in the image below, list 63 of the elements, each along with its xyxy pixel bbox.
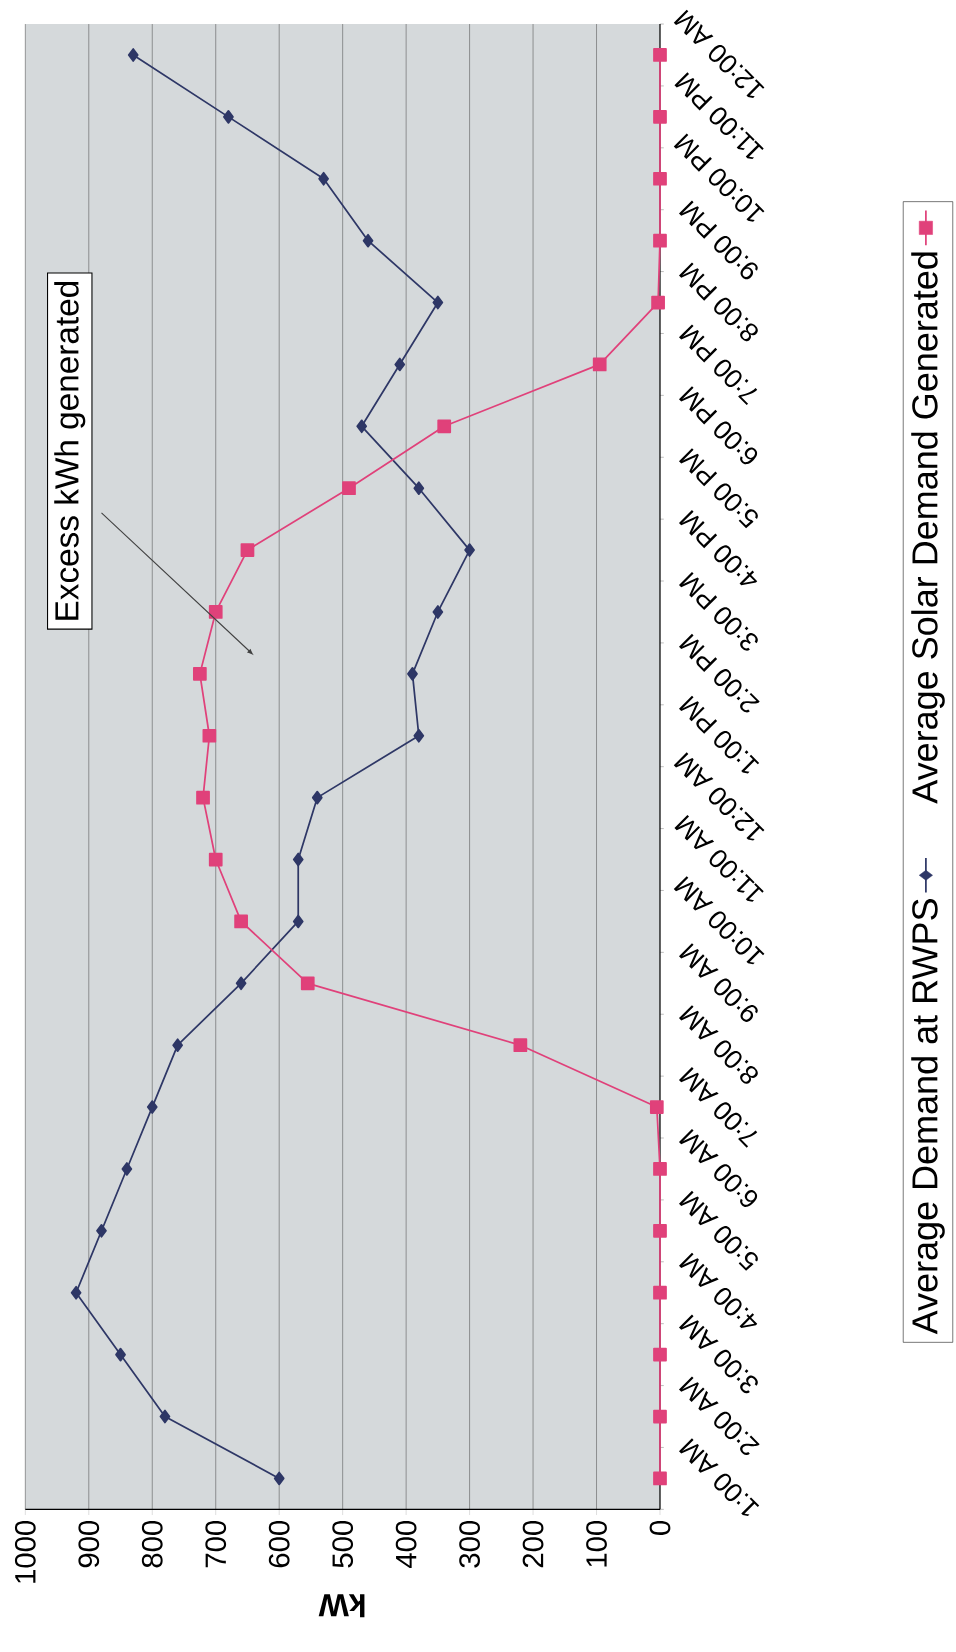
point <box>159 1409 171 1424</box>
point <box>413 481 425 496</box>
point <box>240 543 255 557</box>
x-tick-label: 900 <box>78 1520 100 1568</box>
point <box>413 728 425 743</box>
point <box>127 48 139 62</box>
legend-label: Average Solar Demand Generated <box>911 252 945 804</box>
point <box>223 110 234 124</box>
point <box>649 1100 664 1114</box>
x-tick-label: 1000 <box>14 1520 36 1583</box>
point <box>653 1347 667 1362</box>
point <box>653 1223 667 1238</box>
point <box>234 914 248 929</box>
point <box>208 852 223 867</box>
point <box>653 1162 667 1176</box>
point <box>318 171 329 186</box>
point <box>235 976 247 991</box>
point <box>311 790 323 805</box>
point <box>273 1471 285 1486</box>
point <box>115 1347 126 1362</box>
annotation: Excess kWh generated <box>54 281 86 620</box>
legend-label: Average Demand at RWPS <box>911 899 945 1335</box>
point <box>192 666 207 681</box>
point <box>292 914 304 929</box>
x-tick-label: 300 <box>459 1520 480 1568</box>
x-tick-label: 400 <box>395 1520 417 1569</box>
x-tick-label: 100 <box>586 1520 607 1567</box>
point <box>394 357 406 372</box>
point <box>362 233 374 248</box>
point <box>432 295 444 310</box>
point <box>202 728 217 743</box>
x-tick-label: 600 <box>268 1520 290 1568</box>
x-tick-label: 200 <box>522 1520 544 1568</box>
point <box>146 1100 158 1114</box>
point <box>513 1038 528 1053</box>
point <box>653 48 667 62</box>
point <box>407 666 418 681</box>
point <box>437 419 452 434</box>
x-tick-label: 0 <box>649 1520 671 1535</box>
point <box>70 1285 82 1300</box>
point <box>653 233 667 248</box>
point <box>653 1285 667 1300</box>
point <box>96 1223 107 1238</box>
point <box>208 605 223 619</box>
point <box>653 110 667 124</box>
point <box>653 171 667 186</box>
x-axis-title: kW <box>318 1594 365 1618</box>
point <box>300 976 315 991</box>
point <box>592 357 607 372</box>
point <box>651 295 665 310</box>
point <box>172 1038 184 1053</box>
point <box>356 419 368 434</box>
point <box>292 852 304 867</box>
point <box>653 1471 667 1486</box>
point <box>121 1162 133 1176</box>
point <box>432 605 444 619</box>
point <box>653 1409 667 1424</box>
point <box>464 543 475 557</box>
x-tick-label: 700 <box>205 1520 227 1568</box>
point <box>342 481 356 496</box>
x-tick-label: 500 <box>332 1520 354 1568</box>
x-tick-label: 800 <box>141 1520 163 1568</box>
point <box>196 790 210 805</box>
